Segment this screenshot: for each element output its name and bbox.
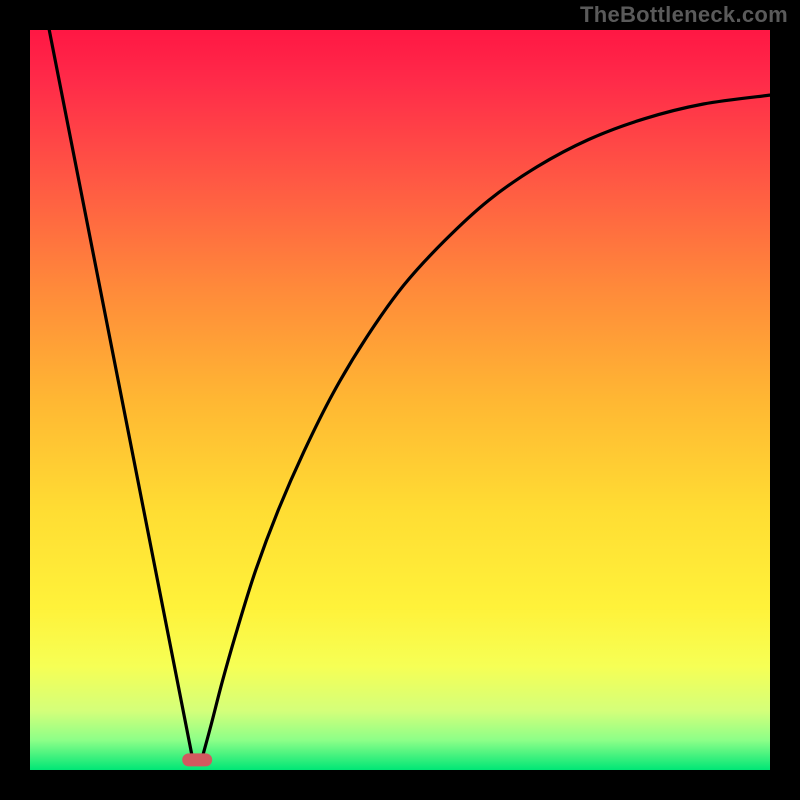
minimum-marker [182,753,212,766]
plot-area [30,30,770,770]
chart-container: TheBottleneck.com [0,0,800,800]
bottleneck-curve [30,30,770,770]
watermark-text: TheBottleneck.com [580,2,788,28]
